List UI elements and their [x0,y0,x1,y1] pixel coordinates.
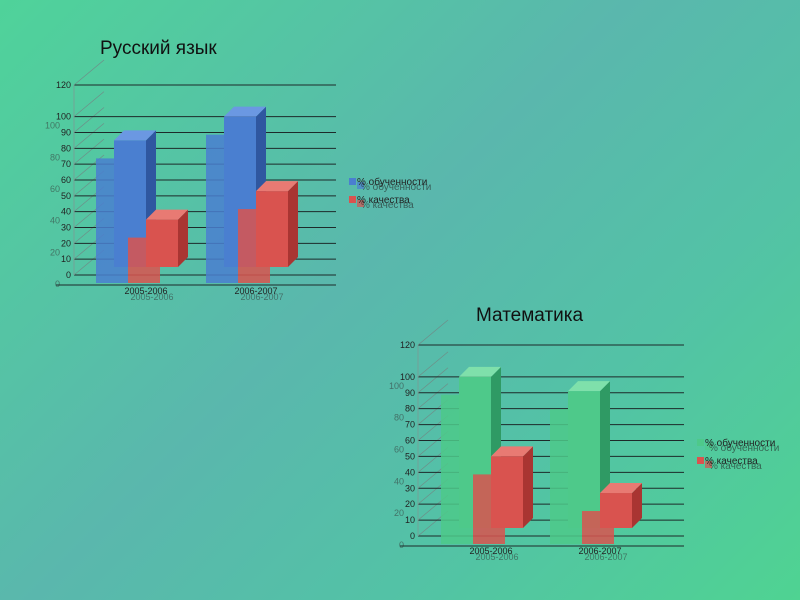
math-legend-swatch [697,457,704,464]
ru-legend-label: % качества [357,195,410,206]
ru-category-label: 2006-2007 [234,286,277,296]
math-legend-swatch-ghost [705,461,712,468]
math-ghost-tick-label: 100 [389,381,404,391]
ru-tick-label: 90 [61,128,71,138]
math-tick-label: 120 [400,340,415,350]
math-legend-swatch [697,439,704,446]
math-category-label-ghost: 2005-2006 [475,552,518,562]
ru-legend-swatch-ghost [357,200,364,207]
ru-ghost-tick-label: 80 [50,152,60,162]
math-tick-label: 60 [405,436,415,446]
math-tick-label: 100 [400,372,415,382]
math-tick-label: 20 [405,499,415,509]
math-ghost-tick-label: 20 [394,508,404,518]
math-category-label: 2005-2006 [469,546,512,556]
math-bar-top [459,366,501,377]
math-category-label: 2006-2007 [578,546,621,556]
ru-tick-label: 80 [61,143,71,153]
math-ghost-tick-label: 0 [399,540,404,550]
ru-bar [146,219,178,267]
ru-ghost-tick-label: 60 [50,184,60,194]
chart-title-math: Математика [476,305,584,326]
ru-legend-swatch-ghost [357,182,364,189]
math-tick-label: 90 [405,388,415,398]
ru-bar-top [114,130,156,141]
math-tick-label: 10 [405,515,415,525]
ru-grid-diagonal [73,123,105,149]
math-bar-top [568,381,610,392]
ru-bar-top [224,106,266,117]
math-ghost-tick-label: 80 [394,413,404,423]
ru-ghost-tick-label: 40 [50,216,60,226]
math-tick-label: 50 [405,451,415,461]
ru-ghost-tick-label: 20 [50,247,60,257]
math-ghost-tick-label: 40 [394,476,404,486]
ru-grid-diagonal [73,107,105,133]
ru-ghost-tick-label: 0 [55,279,60,289]
math-grid-diagonal [417,319,449,346]
ru-legend-swatch [349,196,356,203]
ru-category-label: 2005-2006 [124,286,167,296]
ru-legend-swatch [349,178,356,185]
ru-category-label-ghost: 2005-2006 [130,292,173,302]
ru-legend-label: % обученности [357,176,427,188]
ru-bar-top [256,181,298,192]
ru-ghost-tick-label: 100 [45,121,60,131]
math-bar-top [600,483,642,494]
math-legend-swatch-ghost [705,443,712,450]
math-bar-side [632,483,642,528]
math-grid-diagonal [417,383,449,409]
ru-tick-label: 30 [61,223,71,233]
ru-legend-label-ghost: % качества [361,200,414,211]
ru-tick-label: 0 [66,270,71,280]
ru-bar [256,191,288,267]
math-tick-label: 80 [405,404,415,414]
ru-grid-diagonal [73,91,105,117]
math-ghost-tick-label: 60 [394,445,404,455]
math-legend-label: % качества [705,456,758,467]
math-bar-side [523,446,533,528]
ru-tick-label: 40 [61,207,71,217]
math-grid-diagonal [417,351,449,378]
math-tick-label: 0 [410,531,415,541]
math-bar [491,456,523,528]
ru-tick-label: 120 [56,80,71,90]
ru-grid-diagonal [73,59,105,86]
math-tick-label: 30 [405,483,415,493]
ru-tick-label: 70 [61,159,71,169]
ru-legend-label-ghost: % обученности [361,181,431,193]
ru-grid-diagonal [73,138,105,165]
math-legend-label-ghost: % обученности [709,442,779,454]
ru-bar-side [178,209,188,267]
math-grid-diagonal [417,367,449,394]
chart-title-russian: Русский язык [100,38,217,59]
math-category-label-ghost: 2006-2007 [584,552,627,562]
ru-tick-label: 50 [61,191,71,201]
ru-bar-side [288,181,298,267]
math-bar [568,391,600,528]
math-legend-label: % обученности [705,437,775,449]
ru-bar-top [146,209,188,220]
ru-tick-label: 100 [56,112,71,122]
math-bar-top [491,446,533,457]
math-bar [600,493,632,528]
math-tick-label: 70 [405,420,415,430]
math-tick-label: 40 [405,467,415,477]
ru-category-label-ghost: 2006-2007 [240,292,283,302]
ru-tick-label: 60 [61,175,71,185]
ru-tick-label: 20 [61,238,71,248]
math-legend-label-ghost: % качества [709,461,762,472]
ru-tick-label: 10 [61,254,71,264]
